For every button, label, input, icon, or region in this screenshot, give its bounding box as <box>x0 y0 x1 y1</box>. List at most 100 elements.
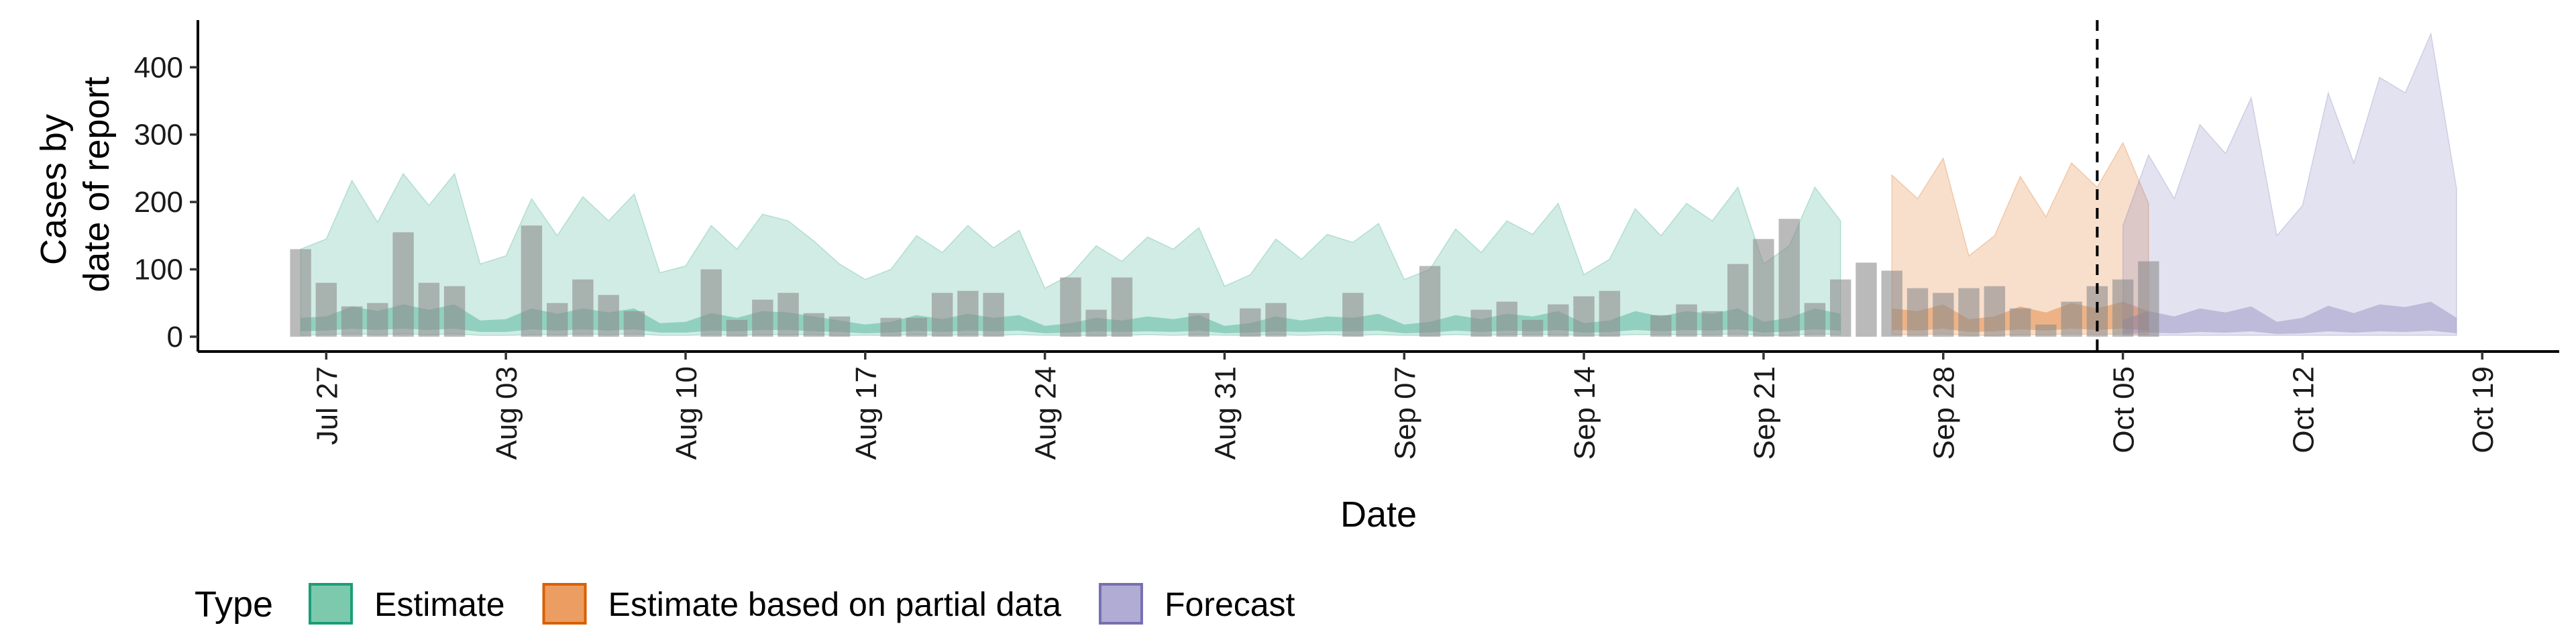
legend-items: Estimate Estimate based on partial data Fo… <box>309 583 1295 625</box>
case-bar <box>1265 303 1287 337</box>
ribbon-90-forecast <box>2122 32 2457 336</box>
legend-item-estimate-based-on-partial-data: Estimate based on partial data <box>542 583 1062 625</box>
case-bar <box>1599 290 1621 337</box>
case-bar <box>1548 304 1569 337</box>
x-tick-label: Sep 28 <box>1928 366 1961 460</box>
case-bar <box>547 303 568 337</box>
legend-item-forecast: Forecast <box>1098 583 1295 625</box>
x-tick-label: Oct 19 <box>2467 366 2500 453</box>
case-bar <box>315 282 337 337</box>
case-bar <box>1342 292 1364 337</box>
case-bar <box>341 306 363 337</box>
case-bar <box>983 292 1004 337</box>
legend: Type Estimate Estimate based on partial d… <box>195 583 1295 625</box>
case-bar <box>367 303 388 337</box>
case-bar <box>1573 296 1595 337</box>
x-tick-label: Aug 17 <box>850 366 883 460</box>
case-bar <box>1676 304 1697 337</box>
case-bar <box>1984 286 2005 337</box>
case-bar <box>2138 261 2159 337</box>
y-tick-label: 200 <box>134 186 183 219</box>
case-bar <box>2035 324 2057 337</box>
case-bar <box>931 292 953 337</box>
case-bar <box>1496 301 1517 337</box>
case-bar <box>1085 309 1107 337</box>
y-tick-label: 100 <box>134 254 183 286</box>
y-axis-title-line-1: Cases by <box>34 114 74 265</box>
case-bar <box>418 282 440 337</box>
case-bar <box>2112 279 2134 337</box>
case-bar <box>1419 266 1441 337</box>
x-tick-label: Sep 14 <box>1568 366 1601 460</box>
observed-cases-bars <box>290 219 2159 337</box>
case-bar <box>1470 309 1492 337</box>
legend-label: Estimate based on partial data <box>608 586 1062 623</box>
case-bar <box>1240 308 1261 337</box>
y-tick-label: 0 <box>167 321 183 354</box>
case-bar <box>1753 239 1774 337</box>
x-tick-label: Aug 03 <box>490 366 523 460</box>
case-bar <box>2009 308 2031 337</box>
case-bar <box>1188 313 1210 337</box>
case-bar <box>1907 288 1929 337</box>
y-axis-title: Cases by date of report <box>34 76 117 292</box>
legend-label: Forecast <box>1165 586 1295 623</box>
y-axis-ticks: 0 100 200 300 400 <box>134 51 198 354</box>
x-axis-ticks: Jul 27 Aug 03 Aug 10 Aug 17 Aug 24 Aug 31 Sep … <box>311 352 2500 460</box>
case-bar <box>957 290 979 337</box>
case-bar <box>1933 292 1954 337</box>
ribbons-layer <box>300 32 2457 336</box>
x-tick-label: Oct 05 <box>2108 366 2141 453</box>
y-axis-title-line-2: date of report <box>76 76 117 292</box>
case-bar <box>521 225 543 337</box>
legend-swatch <box>542 583 587 625</box>
case-bar <box>1650 315 1672 337</box>
case-bar <box>777 292 799 337</box>
legend-swatch <box>309 583 353 625</box>
legend-item-estimate: Estimate <box>309 583 505 625</box>
case-bar <box>1060 277 1081 337</box>
case-bar <box>623 311 645 337</box>
y-tick-label: 400 <box>134 51 183 84</box>
case-bar <box>572 279 594 337</box>
case-bar <box>392 232 414 337</box>
case-bar <box>906 317 927 337</box>
case-bar <box>700 269 722 337</box>
case-bar <box>726 319 748 337</box>
case-bar <box>828 316 851 337</box>
case-bar <box>1778 219 1800 337</box>
ribbon-50-estimate <box>301 304 1841 333</box>
x-tick-label: Jul 27 <box>311 366 343 445</box>
x-tick-label: Sep 21 <box>1748 366 1781 460</box>
legend-swatch <box>1098 583 1143 625</box>
x-tick-label: Aug 24 <box>1030 366 1063 460</box>
x-tick-label: Aug 10 <box>670 366 703 460</box>
y-tick-label: 300 <box>134 119 183 152</box>
x-tick-label: Aug 31 <box>1209 366 1242 460</box>
case-bar <box>880 317 902 337</box>
case-bar <box>803 313 824 337</box>
case-bar <box>1830 279 1851 337</box>
case-bar <box>1881 270 1902 337</box>
legend-title: Type <box>195 584 273 625</box>
case-bar <box>1856 262 1877 337</box>
x-tick-label: Oct 12 <box>2287 366 2320 453</box>
axes <box>197 20 2559 353</box>
case-bar <box>290 249 311 337</box>
case-bar <box>443 286 466 337</box>
case-bar <box>1727 264 1749 337</box>
case-bar <box>2061 301 2082 337</box>
case-bar <box>598 294 619 337</box>
case-bar <box>1111 277 1133 337</box>
case-bar <box>1958 288 1980 337</box>
case-bar <box>1701 311 1723 337</box>
x-tick-label: Sep 07 <box>1389 366 1421 460</box>
ribbon-50-forecast <box>2123 301 2457 334</box>
x-axis-title: Date <box>1340 494 1417 535</box>
case-bar <box>1521 319 1544 337</box>
legend-label: Estimate <box>374 586 505 623</box>
case-bar <box>1804 303 1826 337</box>
case-bar <box>752 299 773 337</box>
